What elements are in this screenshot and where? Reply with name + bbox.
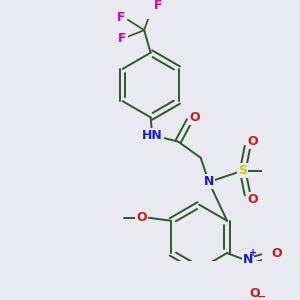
Text: F: F — [117, 11, 126, 24]
Text: O: O — [190, 111, 200, 124]
Text: F: F — [154, 0, 162, 12]
Text: S: S — [238, 164, 247, 177]
Text: HN: HN — [142, 129, 163, 142]
Text: F: F — [118, 32, 127, 45]
Text: O: O — [249, 287, 260, 300]
Text: O: O — [247, 135, 258, 148]
Text: +: + — [249, 248, 257, 258]
Text: −: − — [257, 292, 266, 300]
Text: N: N — [204, 176, 214, 188]
Text: O: O — [271, 247, 282, 260]
Text: O: O — [247, 193, 258, 206]
Text: N: N — [243, 253, 253, 266]
Text: O: O — [136, 211, 146, 224]
